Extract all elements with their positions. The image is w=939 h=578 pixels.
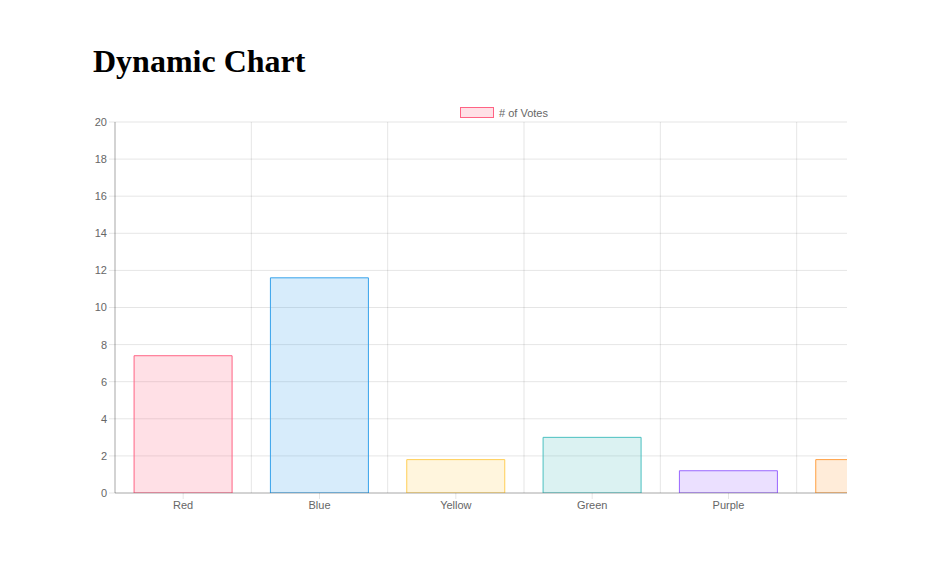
svg-text:8: 8 [101, 338, 107, 350]
svg-text:Yellow: Yellow [440, 499, 471, 511]
svg-text:16: 16 [95, 190, 107, 202]
svg-text:0: 0 [101, 487, 107, 499]
svg-text:4: 4 [101, 413, 107, 425]
svg-text:Purple: Purple [713, 499, 745, 511]
svg-text:14: 14 [95, 227, 107, 239]
svg-text:Red: Red [173, 499, 193, 511]
svg-text:10: 10 [95, 301, 107, 313]
svg-text:Green: Green [577, 499, 608, 511]
svg-text:20: 20 [95, 116, 107, 128]
svg-text:Blue: Blue [308, 499, 330, 511]
svg-text:12: 12 [95, 264, 107, 276]
svg-text:2: 2 [101, 450, 107, 462]
html-text:Dynamic Chart: Dynamic Chart [93, 43, 306, 80]
html-text:# of Votes: # of Votes [499, 106, 548, 119]
svg-text:6: 6 [101, 375, 107, 387]
svg-text:18: 18 [95, 153, 107, 165]
